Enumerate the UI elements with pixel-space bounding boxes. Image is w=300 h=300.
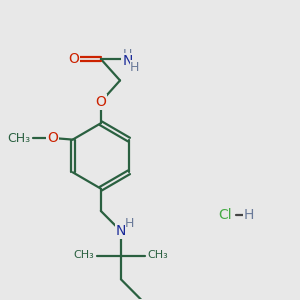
Text: CH₃: CH₃ (148, 250, 168, 260)
Text: H: H (125, 217, 134, 230)
Text: H: H (130, 61, 140, 74)
Text: CH₃: CH₃ (7, 132, 30, 145)
Text: Cl: Cl (218, 208, 232, 222)
Text: CH₃: CH₃ (74, 250, 94, 260)
Text: N: N (116, 224, 126, 238)
Text: H: H (244, 208, 254, 222)
Text: N: N (122, 53, 133, 68)
Text: O: O (68, 52, 79, 66)
Text: O: O (95, 95, 106, 109)
Text: O: O (47, 131, 58, 145)
Text: H: H (123, 48, 132, 61)
